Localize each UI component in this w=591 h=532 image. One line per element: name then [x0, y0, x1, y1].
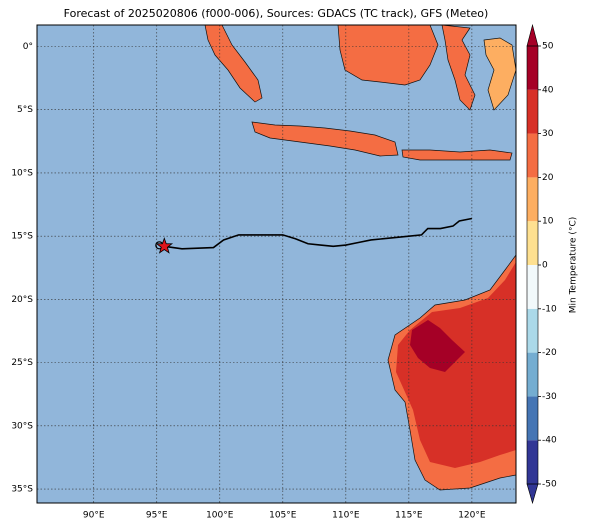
colorbar-bin: [527, 265, 538, 309]
lat-tick-label: 20°S: [11, 295, 33, 305]
sumatra: [204, 25, 263, 103]
colorbar-tick-label: 40: [542, 85, 554, 95]
lat-tick-label: 0°: [23, 42, 33, 52]
borneo: [337, 25, 439, 86]
colorbar-tick-label: 20: [542, 173, 554, 183]
lon-tick-label: 95°E: [146, 511, 168, 521]
lon-tick-label: 120°E: [458, 511, 486, 521]
lat-tick-label: 35°S: [11, 485, 33, 495]
colorbar-bin: [527, 352, 538, 397]
lat-tick-label: 5°S: [17, 105, 33, 115]
colorbar-tick-label: -10: [542, 304, 557, 314]
colorbar-bin: [527, 396, 538, 441]
java: [251, 121, 399, 157]
colorbar-bin: [527, 46, 538, 90]
colorbar-label: Min Temperature (°C): [569, 217, 579, 314]
colorbar-bin: [527, 440, 538, 484]
australia-interior: [396, 262, 516, 468]
lon-tick-label: 115°E: [395, 511, 423, 521]
colorbar-tick-label: -30: [542, 392, 557, 402]
lesser-sunda: [401, 149, 513, 161]
tc-position: [155, 237, 174, 254]
colorbar-tick-label: 10: [542, 217, 554, 227]
colorbar-tick-label: -20: [542, 348, 557, 358]
hot-spot: [410, 320, 465, 372]
lon-tick-label: 100°E: [206, 511, 234, 521]
maluku: [483, 37, 516, 111]
colorbar-tick-label: -50: [542, 480, 557, 490]
colorbar-bin: [527, 177, 538, 222]
lon-tick-label: 90°E: [83, 511, 105, 521]
colorbar-extend-top: [526, 23, 539, 47]
colorbar-extend-bottom: [526, 483, 539, 505]
colorbar-tick-label: -40: [542, 436, 557, 446]
tc-track: [164, 217, 473, 250]
lat-tick-label: 30°S: [11, 421, 33, 431]
lat-tick-label: 10°S: [11, 168, 33, 178]
colorbar-tick-label: 0: [542, 261, 548, 271]
lat-tick-label: 25°S: [11, 358, 33, 368]
colorbar-tick-label: 30: [542, 129, 554, 139]
land: [204, 25, 516, 491]
colorbar-bin: [527, 221, 538, 265]
lat-tick-label: 15°S: [11, 232, 33, 242]
map-frame: [36, 24, 517, 504]
colorbar-bin: [527, 133, 538, 178]
colorbar-bin: [527, 308, 538, 353]
title: Forecast of 2025020806 (f000-006), Sourc…: [64, 7, 489, 20]
lon-tick-label: 105°E: [269, 511, 297, 521]
colorbar-tick-label: 50: [542, 42, 554, 52]
colorbar-bin: [527, 89, 538, 134]
lon-tick-label: 110°E: [332, 511, 360, 521]
